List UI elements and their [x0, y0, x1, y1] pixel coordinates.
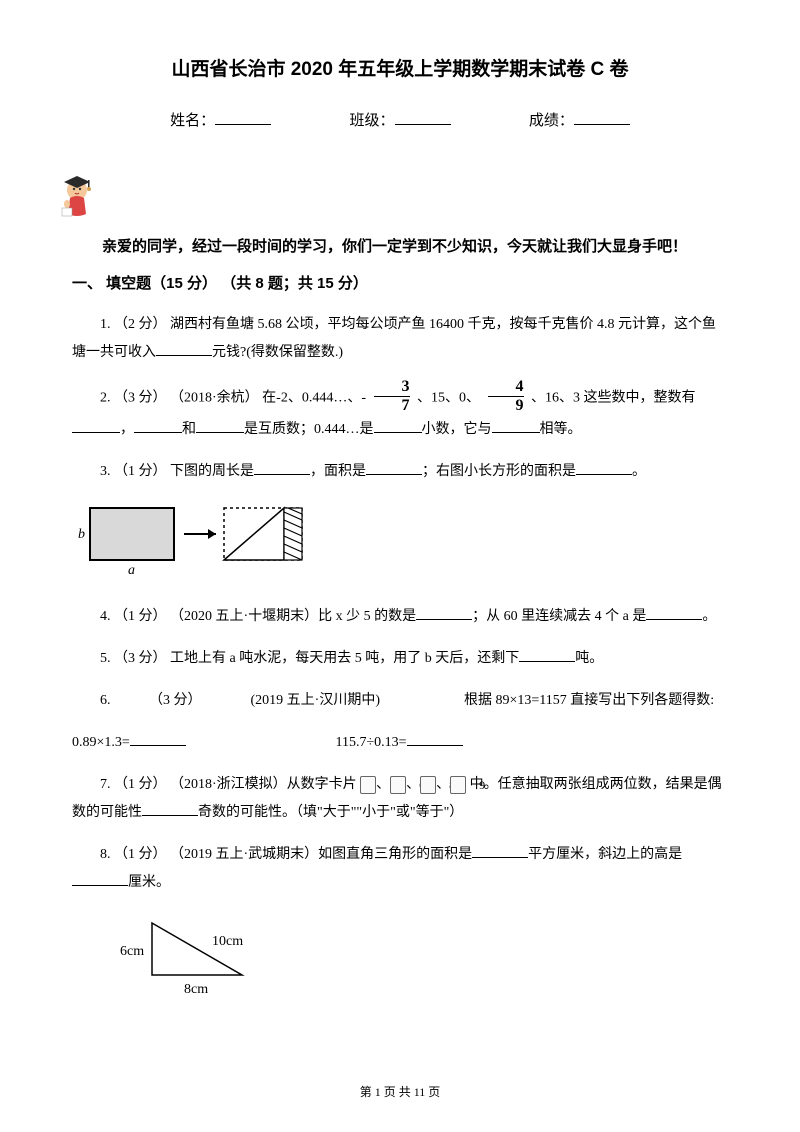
q5-blank[interactable] [519, 650, 575, 662]
page-container: 山西省长治市 2020 年五年级上学期数学期末试卷 C 卷 姓名： 班级： 成绩… [0, 0, 800, 1046]
label-b: b [78, 527, 85, 542]
intro-text: 亲爱的同学，经过一段时间的学习，你们一定学到不少知识，今天就让我们大显身手吧！ [72, 232, 728, 262]
question-3: 3. （1 分） 下图的周长是，面积是；右图小长方形的面积是。 [72, 458, 728, 486]
q3-blank1[interactable] [254, 463, 310, 475]
q2-blank5[interactable] [492, 421, 540, 433]
tri-10cm: 10cm [212, 934, 243, 949]
card-1: 1 [360, 776, 376, 794]
tri-6cm: 6cm [120, 944, 144, 959]
q2-mid2: 、16、3 这些数中，整数有 [531, 391, 696, 406]
q7-blank[interactable] [142, 804, 198, 816]
fraction-4-9: 49 [488, 379, 524, 414]
q3-blank2[interactable] [366, 463, 422, 475]
label-a: a [128, 563, 135, 578]
score-blank[interactable] [574, 111, 630, 125]
card-8: 8 [420, 776, 436, 794]
question-2: 2. （3 分） （2018·余杭） 在-2、0.444…、- 37 、15、0… [72, 381, 728, 444]
question-8: 8. （1 分） （2019 五上·武城期末）如图直角三角形的面积是平方厘米，斜… [72, 841, 728, 897]
q6-blank2[interactable] [407, 734, 463, 746]
q5-prefix: 5. （3 分） 工地上有 a 吨水泥，每天用去 5 吨，用了 b 天后，还剩下 [100, 651, 519, 666]
q8-blank2[interactable] [72, 874, 128, 886]
score-label: 成绩： [529, 109, 574, 130]
class-label: 班级： [349, 109, 394, 130]
question-1: 1. （2 分） 湖西村有鱼塘 5.68 公顷，平均每公顷产鱼 16400 千克… [72, 311, 728, 367]
q6-blank1[interactable] [130, 734, 186, 746]
q1-suffix: 元钱?(得数保留整数.) [212, 345, 343, 360]
q2-mid1: 、15、0、 [417, 391, 484, 406]
q2-blank1[interactable] [72, 421, 120, 433]
q1-blank[interactable] [156, 344, 212, 356]
q6-expr2: 115.7÷0.13= [336, 735, 407, 750]
q7-suffix: 奇数的可能性。（填"大于""小于"或"等于"） [198, 805, 463, 820]
student-info-row: 姓名： 班级： 成绩： [72, 109, 728, 130]
class-blank[interactable] [395, 111, 451, 125]
exam-title: 山西省长治市 2020 年五年级上学期数学期末试卷 C 卷 [72, 54, 728, 81]
q4-blank2[interactable] [646, 608, 702, 620]
q3-blank3[interactable] [576, 463, 632, 475]
q4-prefix: 4. （1 分） （2020 五上·十堰期末）比 x 少 5 的数是 [100, 609, 416, 624]
q6-expr1: 0.89×1.3= [72, 735, 130, 750]
name-label: 姓名： [170, 109, 215, 130]
tri-8cm: 8cm [184, 982, 208, 997]
section-1-title: 一、 填空题（15 分） （共 8 题；共 15 分） [72, 272, 728, 293]
student-cartoon-icon [52, 170, 102, 226]
question-6-line2: 0.89×1.3= 115.7÷0.13= [72, 729, 728, 757]
card-9: 9 [450, 776, 466, 794]
fraction-3-7: 37 [374, 379, 410, 414]
q3-figure: b a [72, 500, 728, 583]
q8-blank1[interactable] [472, 846, 528, 858]
q2-blank4[interactable] [374, 421, 422, 433]
q8-figure: 6cm 10cm 8cm [112, 911, 728, 1006]
question-7: 7. （1 分） （2018·浙江模拟）从数字卡片 1、6、8、9 中。任意抽取… [72, 771, 728, 827]
q2-blank3[interactable] [196, 421, 244, 433]
name-blank[interactable] [215, 111, 271, 125]
q2-blank2[interactable] [134, 421, 182, 433]
q3-prefix: 3. （1 分） 下图的周长是 [100, 464, 254, 479]
question-4: 4. （1 分） （2020 五上·十堰期末）比 x 少 5 的数是；从 60 … [72, 603, 728, 631]
q7-prefix: 7. （1 分） （2018·浙江模拟）从数字卡片 [100, 777, 360, 792]
page-footer: 第 1 页 共 11 页 [0, 1083, 800, 1100]
q8-prefix: 8. （1 分） （2019 五上·武城期末）如图直角三角形的面积是 [100, 847, 472, 862]
question-6-line1: 6. （3 分） (2019 五上·汉川期中) 根据 89×13=1157 直接… [72, 687, 728, 715]
q4-blank1[interactable] [416, 608, 472, 620]
intro-row [72, 170, 728, 226]
card-6: 6 [390, 776, 406, 794]
q2-prefix: 2. （3 分） （2018·余杭） 在-2、0.444…、- [100, 391, 370, 406]
question-5: 5. （3 分） 工地上有 a 吨水泥，每天用去 5 吨，用了 b 天后，还剩下… [72, 645, 728, 673]
